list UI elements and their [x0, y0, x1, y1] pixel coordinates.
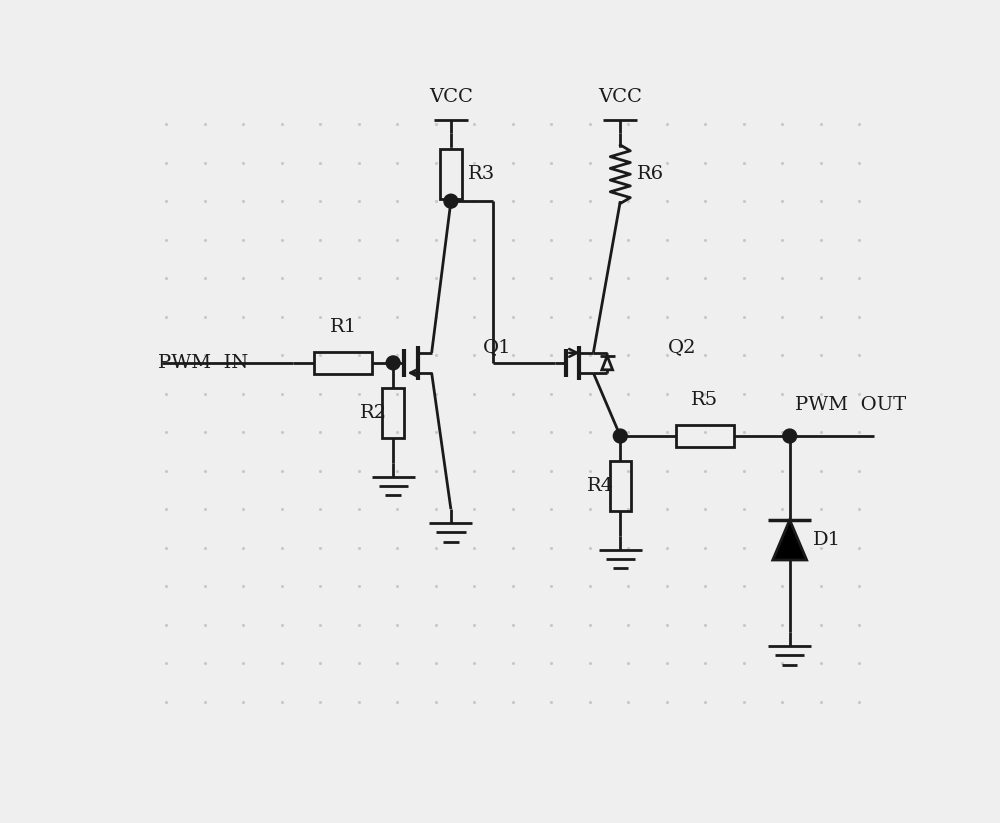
Polygon shape — [773, 520, 807, 560]
Circle shape — [386, 356, 400, 370]
Circle shape — [444, 194, 458, 208]
Bar — [382, 388, 404, 438]
Bar — [314, 352, 372, 374]
Text: PWM  IN: PWM IN — [158, 354, 249, 372]
Text: PWM  OUT: PWM OUT — [795, 397, 906, 415]
Circle shape — [613, 429, 627, 443]
Text: R1: R1 — [330, 318, 357, 336]
Text: Q2: Q2 — [668, 338, 697, 356]
Text: VCC: VCC — [598, 88, 642, 106]
Bar — [610, 461, 631, 511]
Text: VCC: VCC — [429, 88, 473, 106]
Bar — [440, 149, 462, 199]
Circle shape — [783, 429, 797, 443]
Text: R2: R2 — [360, 404, 387, 422]
Text: D1: D1 — [813, 531, 841, 549]
Text: R6: R6 — [637, 165, 664, 184]
Text: R4: R4 — [587, 477, 614, 495]
Text: R3: R3 — [468, 165, 495, 184]
Text: Q1: Q1 — [483, 338, 512, 356]
Text: R5: R5 — [691, 391, 719, 409]
Bar — [676, 425, 734, 447]
